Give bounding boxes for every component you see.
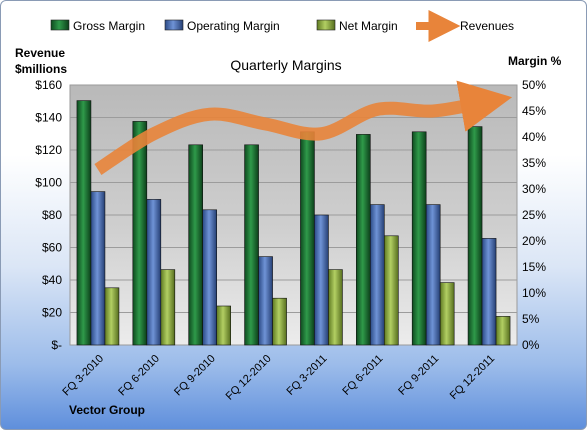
operating-margin-bar xyxy=(425,204,441,346)
left-axis-ticks: $- $20 $40 $60 $80 $100 $120 $140 $160 xyxy=(35,78,62,352)
footer-label: Vector Group xyxy=(69,403,145,417)
gross-margin-bar xyxy=(300,131,315,346)
gross-margin-bar xyxy=(356,134,371,346)
net-margin-bar xyxy=(495,316,511,346)
right-tick-label: 30% xyxy=(522,182,546,196)
x-tick-label: FQ 6-2010 xyxy=(116,353,162,399)
x-tick-label: FQ 12-2011 xyxy=(448,353,497,402)
legend-item-revenues[interactable]: Revenues xyxy=(416,10,514,42)
right-tick-label: 40% xyxy=(522,130,546,144)
net-margin-bar xyxy=(439,282,455,346)
left-tick-label: $60 xyxy=(42,241,62,255)
right-tick-label: 5% xyxy=(522,312,540,326)
net-margin-bar xyxy=(104,287,120,346)
x-tick-label: FQ 3-2011 xyxy=(284,353,329,398)
legend[interactable]: Gross Margin Operating Margin Net Margin Re… xyxy=(50,10,514,42)
left-tick-label: $120 xyxy=(35,143,62,157)
x-tick-label: FQ 6-2011 xyxy=(340,353,385,398)
legend-label: Operating Margin xyxy=(187,19,280,33)
revenues-line xyxy=(94,80,513,175)
legend-label: Gross Margin xyxy=(73,19,145,33)
legend-swatch xyxy=(164,19,184,31)
operating-margin-bar xyxy=(314,214,329,346)
right-tick-label: 35% xyxy=(522,156,546,170)
left-tick-label: $80 xyxy=(42,208,62,222)
net-margin-bar xyxy=(272,297,287,346)
right-tick-label: 20% xyxy=(522,234,546,248)
x-tick-label: FQ 9-2011 xyxy=(396,353,441,398)
gross-margin-bar xyxy=(411,131,427,346)
net-margin-bar xyxy=(160,269,176,346)
x-axis-ticks: FQ 3-2010 FQ 6-2010 FQ 9-2010 FQ 12-2010 FQ … xyxy=(60,353,497,403)
legend-item-operating-margin[interactable]: Operating Margin xyxy=(164,19,280,33)
legend-swatch xyxy=(50,19,70,31)
legend-item-gross-margin[interactable]: Gross Margin xyxy=(50,19,145,33)
x-tick-label: FQ 9-2010 xyxy=(172,353,218,399)
right-tick-label: 25% xyxy=(522,208,546,222)
right-tick-label: 50% xyxy=(522,78,546,92)
net-margin-bar xyxy=(328,269,343,346)
gross-margin-bar xyxy=(467,126,483,346)
operating-margin-bar xyxy=(90,191,106,346)
x-tick-label: FQ 3-2010 xyxy=(60,353,106,399)
right-axis-label: Margin % xyxy=(508,54,562,68)
gross-margin-bar xyxy=(132,121,148,346)
left-tick-label: $140 xyxy=(35,111,62,125)
operating-margin-bar xyxy=(202,209,217,346)
left-tick-label: $40 xyxy=(42,273,62,287)
gross-margin-bar xyxy=(244,144,259,346)
legend-label: Revenues xyxy=(460,19,514,33)
x-tick-label: FQ 12-2010 xyxy=(224,353,274,403)
left-axis-label-line2: $millions xyxy=(15,62,67,76)
left-tick-label: $160 xyxy=(35,78,62,92)
bar-series xyxy=(76,100,511,346)
left-tick-label: $100 xyxy=(35,176,62,190)
operating-margin-bar xyxy=(258,256,273,346)
legend-item-net-margin[interactable]: Net Margin xyxy=(316,19,398,33)
right-tick-label: 10% xyxy=(522,286,546,300)
operating-margin-bar xyxy=(481,238,497,346)
chart-title: Quarterly Margins xyxy=(230,57,341,73)
operating-margin-bar xyxy=(146,199,162,346)
revenue-line-series xyxy=(94,80,513,175)
net-margin-bar xyxy=(216,305,231,346)
operating-margin-bar xyxy=(370,204,385,346)
legend-label: Net Margin xyxy=(339,19,398,33)
right-axis-ticks: 0% 5% 10% 15% 20% 25% 30% 35% 40% 45% 50% xyxy=(522,78,546,352)
right-tick-label: 45% xyxy=(522,104,546,118)
right-tick-label: 0% xyxy=(522,338,540,352)
left-tick-label: $- xyxy=(51,338,62,352)
left-tick-label: $20 xyxy=(42,306,62,320)
gross-margin-bar xyxy=(76,100,92,346)
legend-swatch xyxy=(316,19,336,31)
net-margin-bar xyxy=(384,235,399,346)
left-axis-label-line1: Revenue xyxy=(15,46,65,60)
gross-margin-bar xyxy=(188,144,203,346)
right-tick-label: 15% xyxy=(522,260,546,274)
